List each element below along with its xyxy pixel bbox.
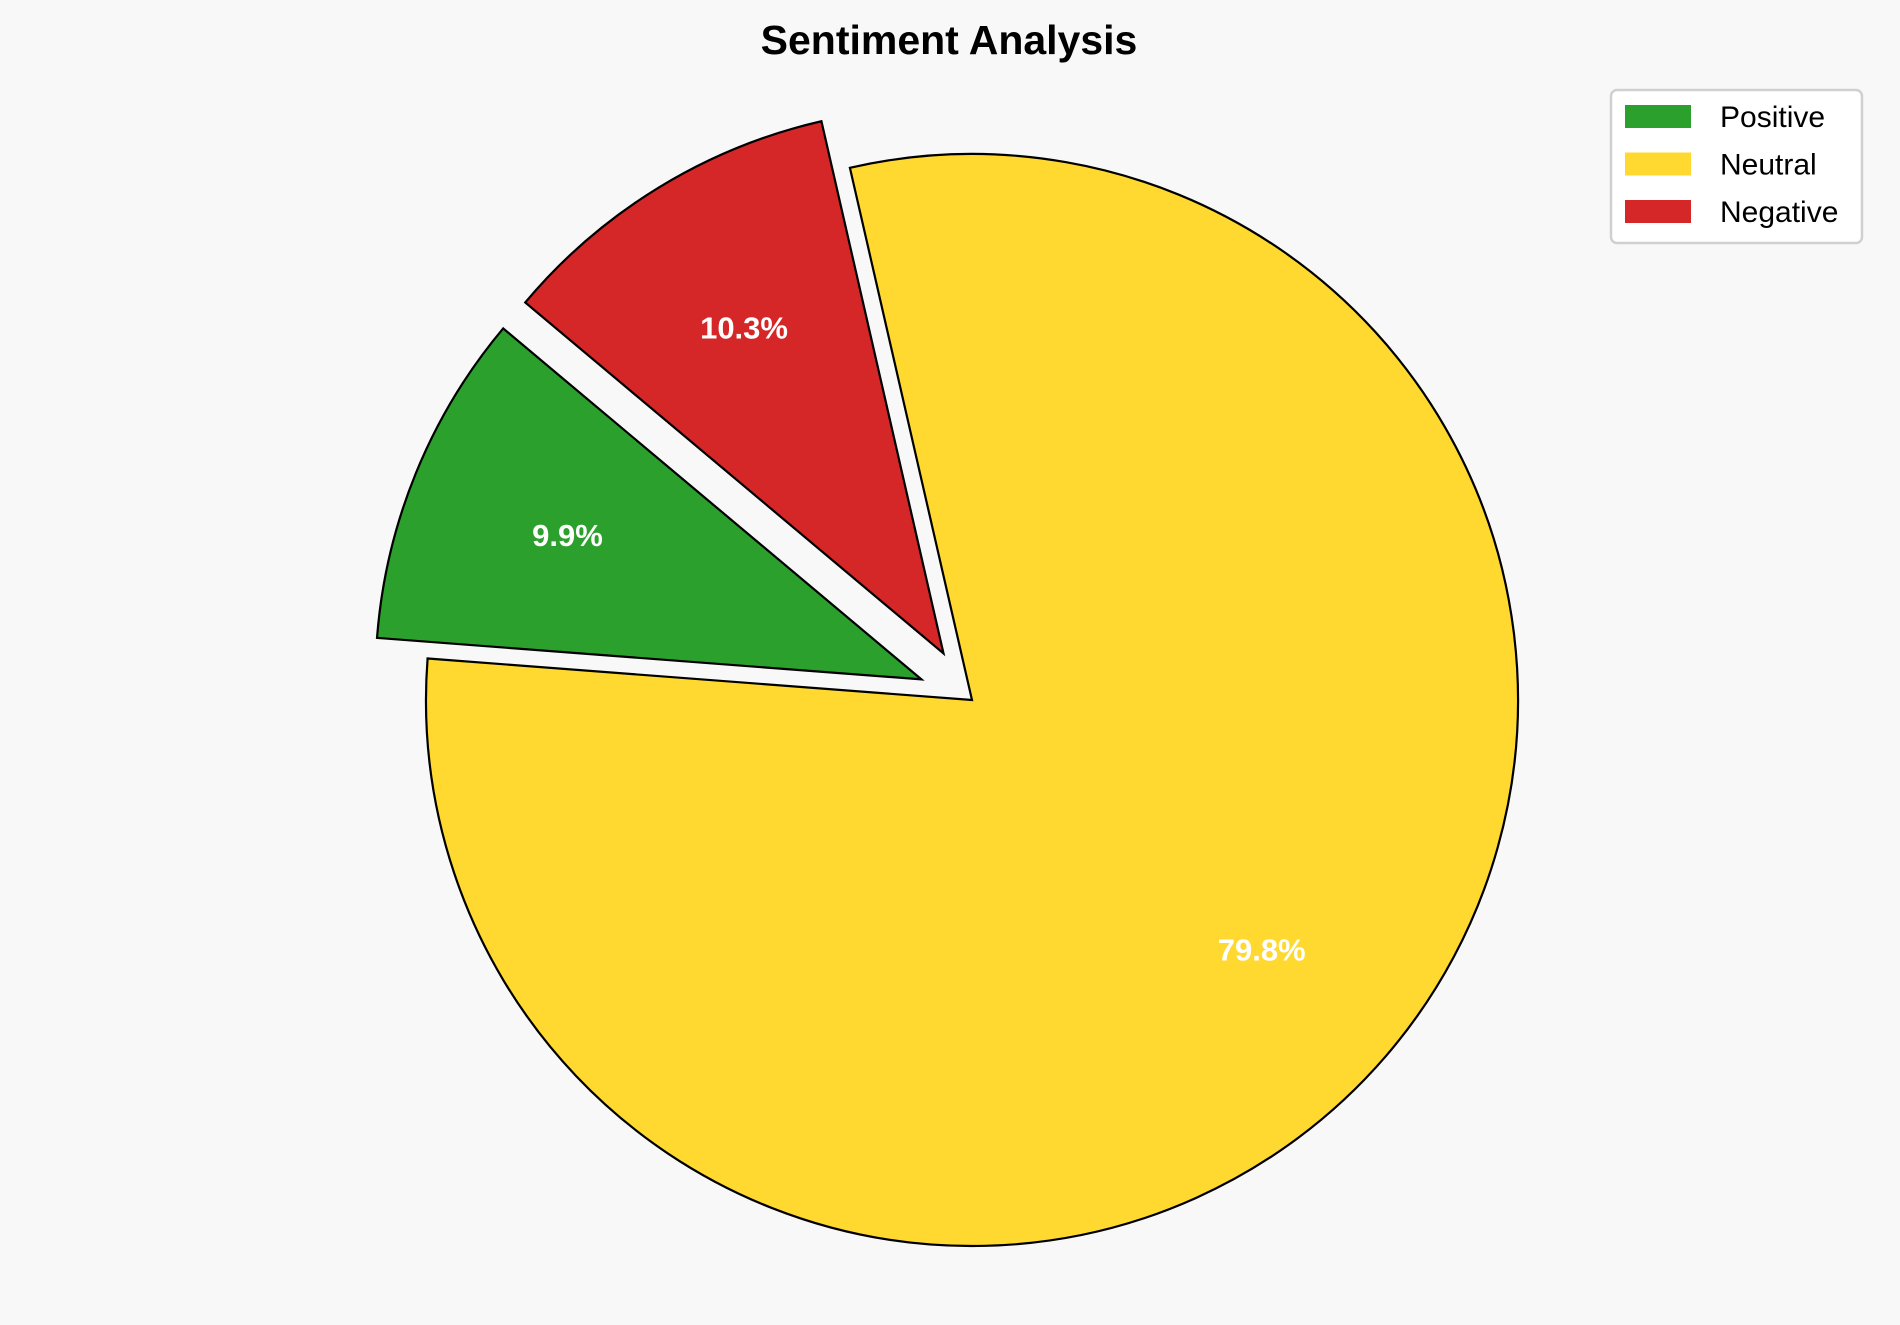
pie-slice-positive xyxy=(375,326,925,681)
legend-swatch-neutral xyxy=(1625,152,1691,176)
legend: Positive Neutral Negative xyxy=(1609,88,1864,245)
pie-slice-neutral xyxy=(424,152,1520,1248)
pct-label-neutral: 79.8% xyxy=(1218,932,1306,967)
legend-swatch-positive xyxy=(1625,105,1691,128)
pct-label-positive: 9.9% xyxy=(532,518,603,553)
legend-label-negative: Negative xyxy=(1720,196,1838,229)
chart-title: Sentiment Analysis xyxy=(761,17,1138,63)
legend-label-positive: Positive xyxy=(1720,101,1825,134)
pct-label-negative: 10.3% xyxy=(700,310,788,345)
legend-label-neutral: Neutral xyxy=(1720,149,1817,182)
pie-slice-negative xyxy=(523,119,946,657)
legend-swatch-negative xyxy=(1625,200,1691,223)
